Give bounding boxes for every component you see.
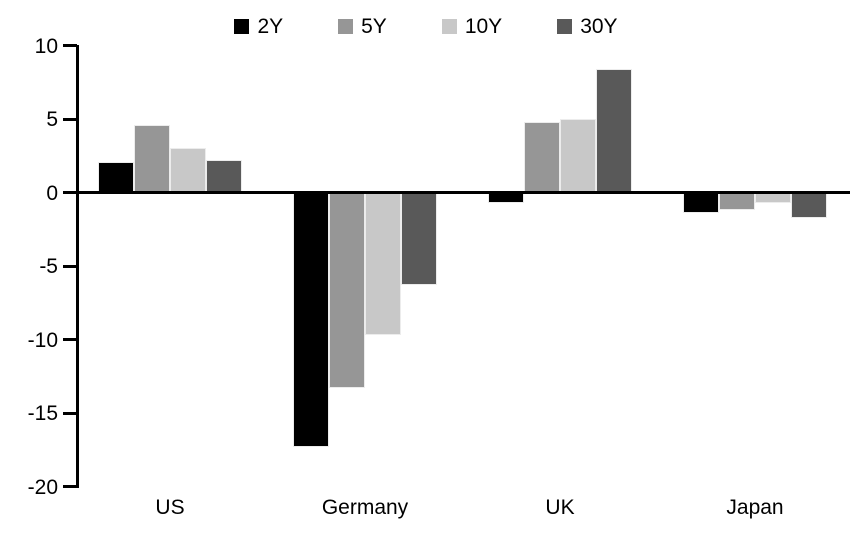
legend-item-10y: 10Y xyxy=(441,15,503,38)
legend-item-2y: 2Y xyxy=(234,16,283,37)
bar-germany-30y xyxy=(401,192,437,286)
legend-swatch-icon xyxy=(338,19,354,34)
y-axis-tick xyxy=(63,117,77,121)
x-category-label-japan: Japan xyxy=(726,496,784,519)
x-category-label-us: US xyxy=(155,496,185,519)
y-axis-tick xyxy=(63,44,77,47)
bar-germany-5y xyxy=(329,192,365,388)
bar-japan-10y xyxy=(755,192,791,203)
legend-item-5y: 5Y xyxy=(338,16,387,37)
legend-label: 2Y xyxy=(257,15,284,38)
y-tick-label: 5 xyxy=(46,108,58,131)
bar-uk-2y xyxy=(488,192,524,203)
zero-axis-line xyxy=(76,191,850,194)
legend-swatch-icon xyxy=(557,19,573,34)
bar-us-10y xyxy=(170,148,206,193)
y-tick-label: -5 xyxy=(39,255,58,278)
legend-swatch-icon xyxy=(441,19,457,34)
bar-japan-2y xyxy=(683,192,719,214)
y-axis-tick xyxy=(63,485,77,488)
bar-germany-2y xyxy=(293,192,329,447)
bar-japan-5y xyxy=(719,192,755,211)
bar-uk-5y xyxy=(524,121,560,193)
chart-legend: 2Y 5Y 10Y 30Y xyxy=(0,16,852,37)
bar-us-30y xyxy=(206,160,242,193)
bar-uk-10y xyxy=(560,119,596,193)
bar-us-2y xyxy=(98,161,134,193)
y-axis-line xyxy=(76,45,79,488)
y-axis-tick xyxy=(63,264,77,268)
y-tick-label: -20 xyxy=(27,475,58,499)
y-tick-label: -15 xyxy=(27,402,58,425)
bar-japan-30y xyxy=(791,192,827,218)
y-tick-label: -10 xyxy=(27,328,58,352)
legend-label: 30Y xyxy=(580,15,618,38)
y-axis-tick xyxy=(63,411,77,415)
x-category-label-uk: UK xyxy=(545,496,575,519)
bar-germany-10y xyxy=(365,192,401,336)
x-category-label-germany: Germany xyxy=(321,496,409,519)
legend-label: 5Y xyxy=(361,15,387,38)
y-tick-label: 10 xyxy=(34,34,58,58)
y-tick-label: 0 xyxy=(46,181,58,205)
legend-item-30y: 30Y xyxy=(557,15,618,38)
bar-us-5y xyxy=(134,124,170,193)
bar-uk-30y xyxy=(596,69,632,193)
legend-label: 10Y xyxy=(464,15,503,38)
legend-swatch-icon xyxy=(234,19,250,34)
y-axis-tick xyxy=(63,338,77,341)
y-axis-tick xyxy=(63,191,77,194)
